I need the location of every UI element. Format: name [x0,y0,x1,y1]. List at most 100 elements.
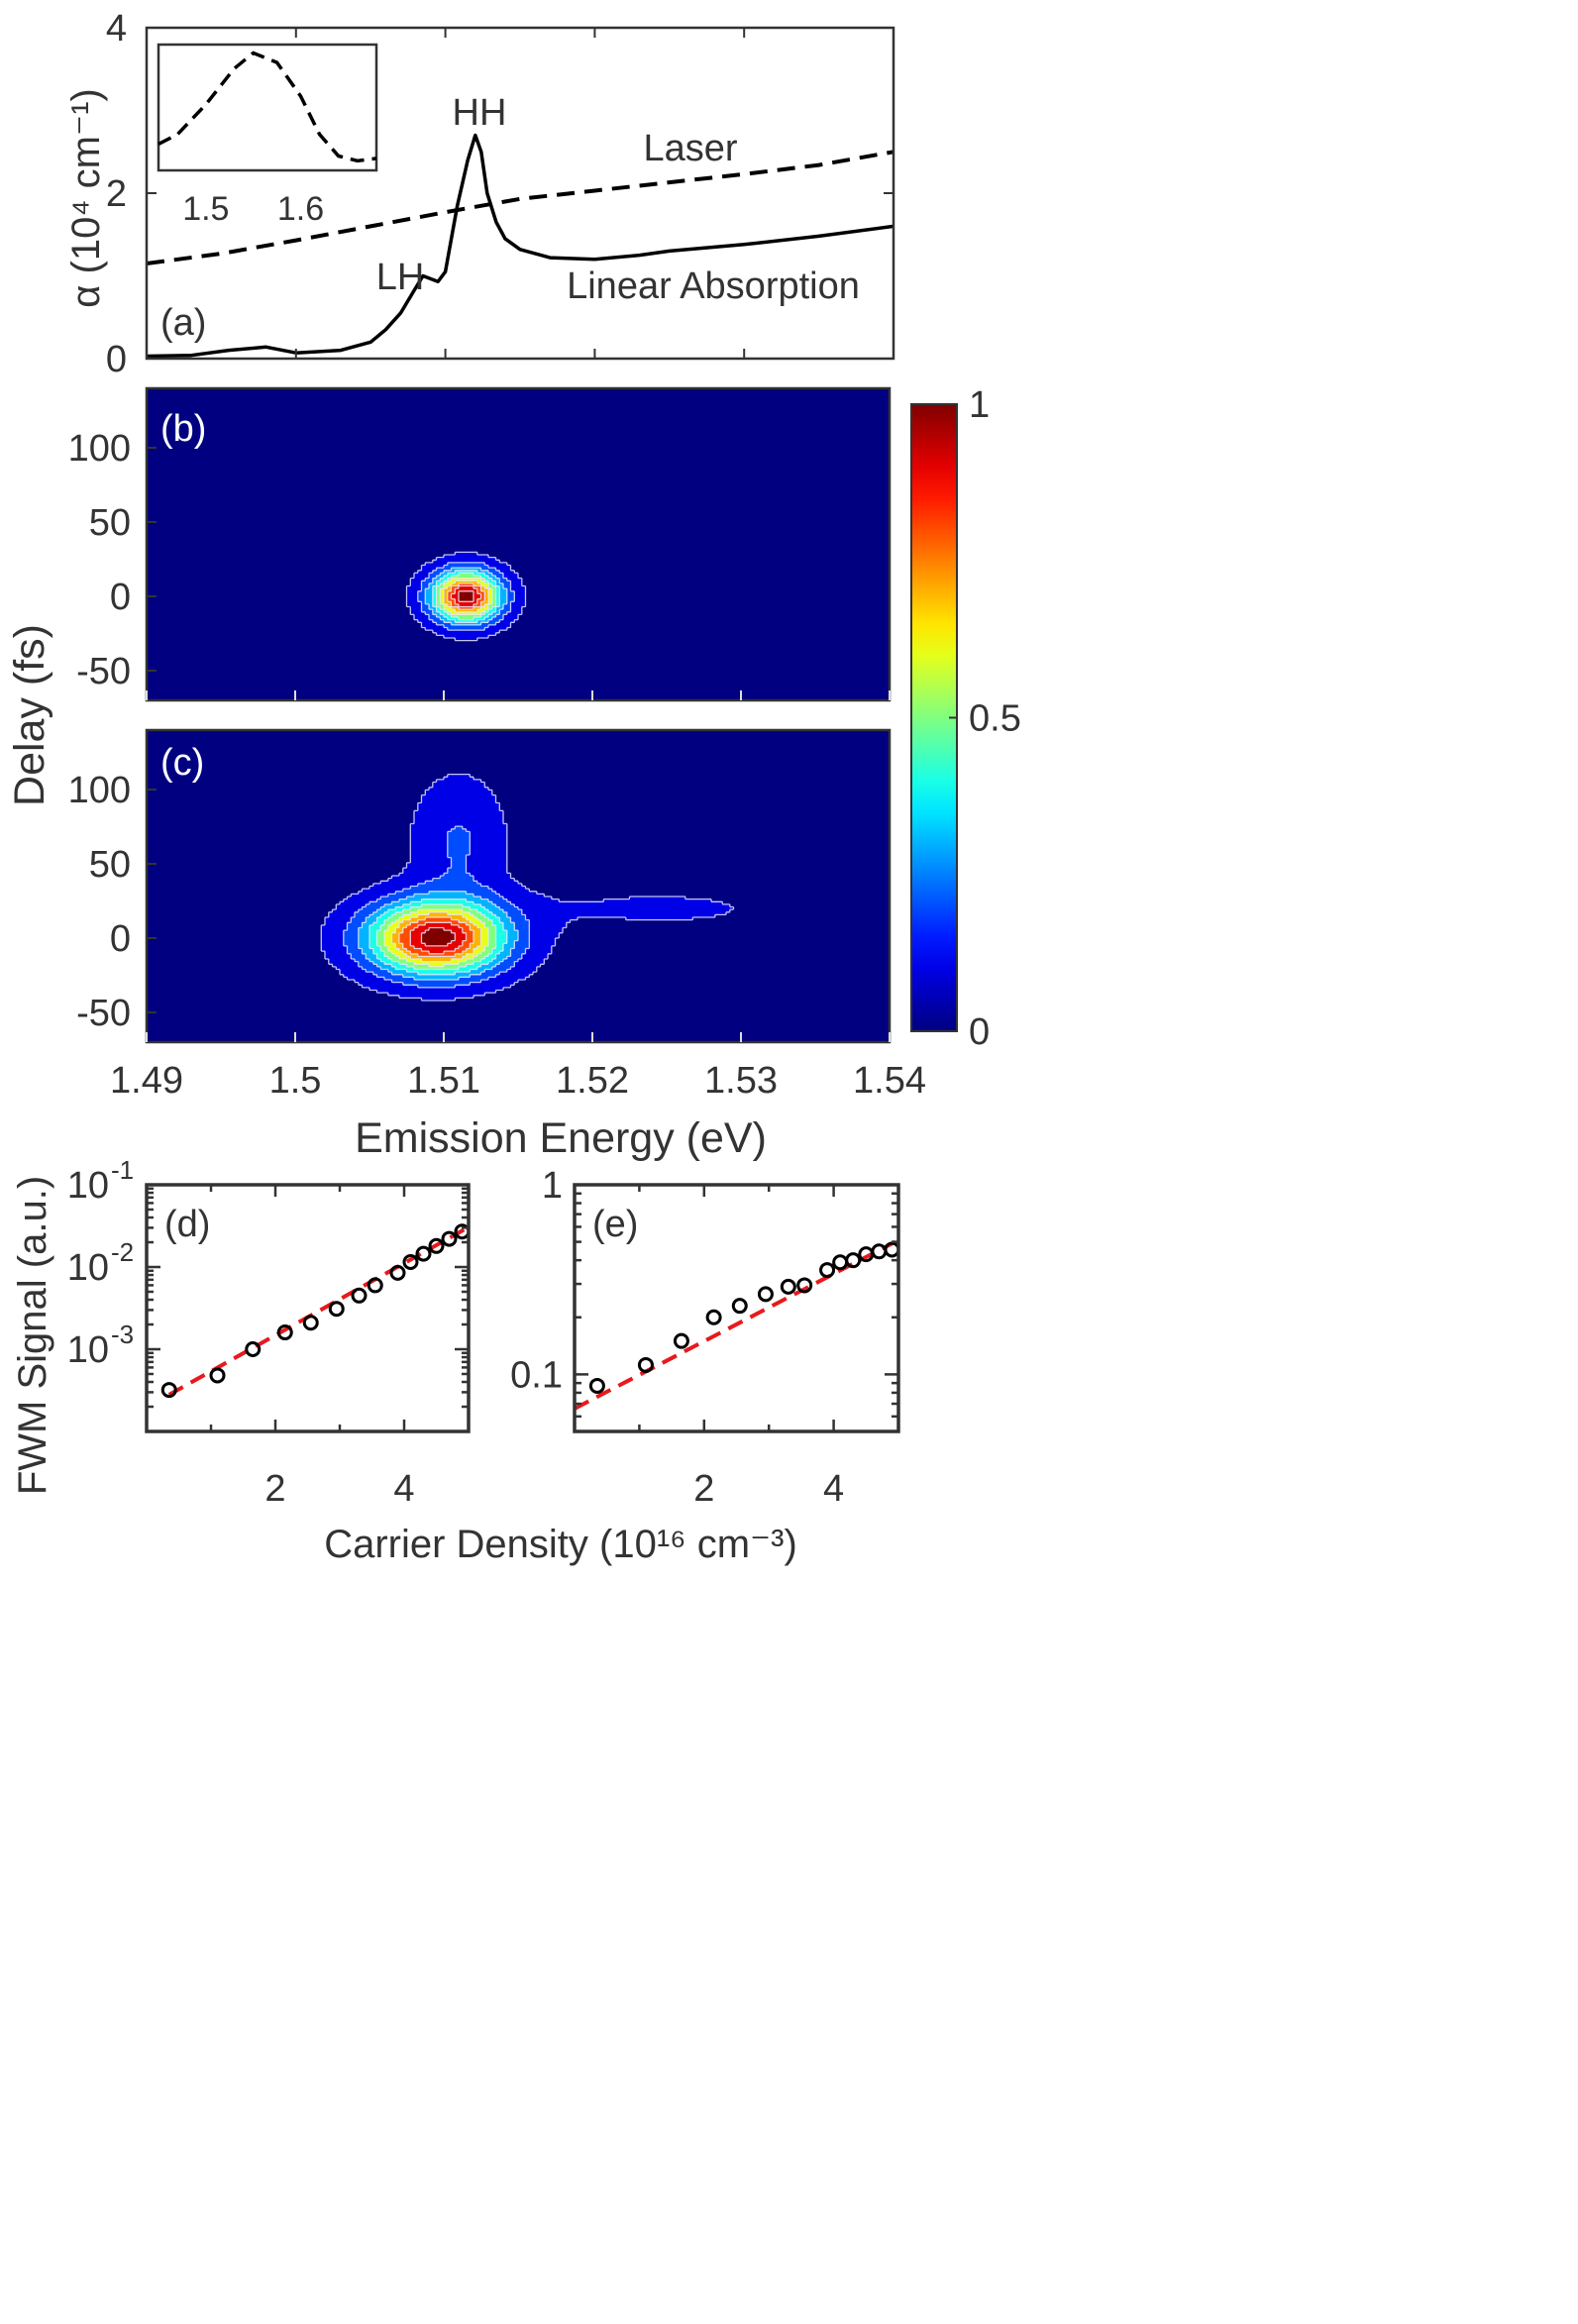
heatmap-cell [466,935,471,939]
heatmap-cell [444,897,449,900]
heatmap-cell [421,826,426,830]
y-tick-exponent-d: -2 [111,1237,134,1267]
heatmap-cell [462,792,468,796]
heatmap-cell [491,935,497,939]
heatmap-cell [376,982,381,986]
heatmap-cell [387,993,393,997]
heatmap-cell [414,609,419,613]
heatmap-cell [414,906,419,910]
heatmap-cell [455,930,460,934]
heatmap-cell [503,619,508,623]
heatmap-cell [328,924,334,929]
heatmap-cell [459,823,464,827]
heatmap-cell [499,901,504,905]
heatmap-cell [451,998,456,1002]
heatmap-cell [444,614,449,618]
heatmap-cell [451,635,456,639]
heatmap-cell [473,614,478,618]
heatmap-cell [484,961,489,965]
heatmap-cell [451,924,456,929]
heatmap-cell [466,820,471,825]
heatmap-cell [429,977,434,981]
heatmap-cell [476,576,482,580]
heatmap-cell [470,576,474,580]
heatmap-cell [366,911,370,915]
heatmap-cell [499,570,504,574]
heatmap-cell [421,619,426,623]
heatmap-cell [503,847,508,851]
heatmap-cell [484,585,489,589]
heatmap-cell [484,836,489,840]
heatmap-cell [462,857,468,861]
heatmap-cell [670,914,676,918]
heatmap-cell [436,857,441,861]
heatmap-cell [410,844,415,848]
heatmap-cell [488,911,493,915]
heatmap-cell [488,891,493,895]
heatmap-cell [355,924,360,929]
heatmap-cell [495,831,500,835]
heatmap-cell [421,815,426,819]
heatmap-cell [510,977,515,981]
heatmap-cell [648,914,653,918]
heatmap-cell [548,917,553,921]
heatmap-cell [440,852,445,856]
heatmap-cell [488,922,493,926]
heatmap-cell [506,573,512,577]
heatmap-cell [436,878,441,882]
heatmap-cell [459,980,464,984]
heatmap-cell [488,570,493,574]
heatmap-cell [436,881,441,885]
heatmap-cell [548,930,553,934]
heatmap-cell [436,898,441,902]
heatmap-cell [462,951,468,955]
heatmap-cell [633,903,638,908]
heatmap-cell [410,982,415,986]
heatmap-cell [476,964,482,968]
heatmap-cell [447,938,453,942]
heatmap-cell [476,844,482,848]
heatmap-cell [480,961,485,965]
heatmap-cell [503,977,508,981]
heatmap-cell [540,938,545,942]
heatmap-cell [466,849,471,853]
heatmap-cell [462,959,468,963]
heatmap-cell [444,603,449,608]
heatmap-cell [340,919,345,923]
heatmap-cell [544,917,549,921]
heatmap-cell [459,601,464,605]
heatmap-cell [355,897,360,900]
heatmap-cell [466,980,471,984]
heatmap-cell [499,897,504,900]
heatmap-cell [376,951,381,955]
heatmap-cell [488,844,493,848]
heatmap-cell [555,919,560,923]
heatmap-cell [395,969,400,973]
heatmap-cell [488,938,493,942]
heatmap-cell [395,940,400,944]
heatmap-cell [495,582,500,587]
heatmap-cell [414,836,419,840]
heatmap-cell [462,898,468,902]
heatmap-cell [499,948,504,952]
heatmap-cell [362,959,367,963]
heatmap-cell [399,909,404,913]
heatmap-cell [410,909,415,913]
heatmap-cell [484,581,489,584]
heatmap-cell [548,911,553,915]
heatmap-cell [362,953,367,957]
heatmap-cell [432,588,438,592]
heatmap-cell [503,901,508,905]
heatmap-cell [525,898,530,902]
heatmap-cell [476,889,482,893]
heatmap-cell [622,901,627,905]
heatmap-cell [518,886,523,890]
heatmap-cell [436,782,441,786]
heatmap-cell [470,995,474,999]
heatmap-cell [376,889,381,893]
heatmap-cell [644,897,649,900]
heatmap-cell [455,881,460,885]
heatmap-cell [417,857,423,861]
heatmap-cell [355,980,360,984]
heatmap-cell [682,897,686,900]
